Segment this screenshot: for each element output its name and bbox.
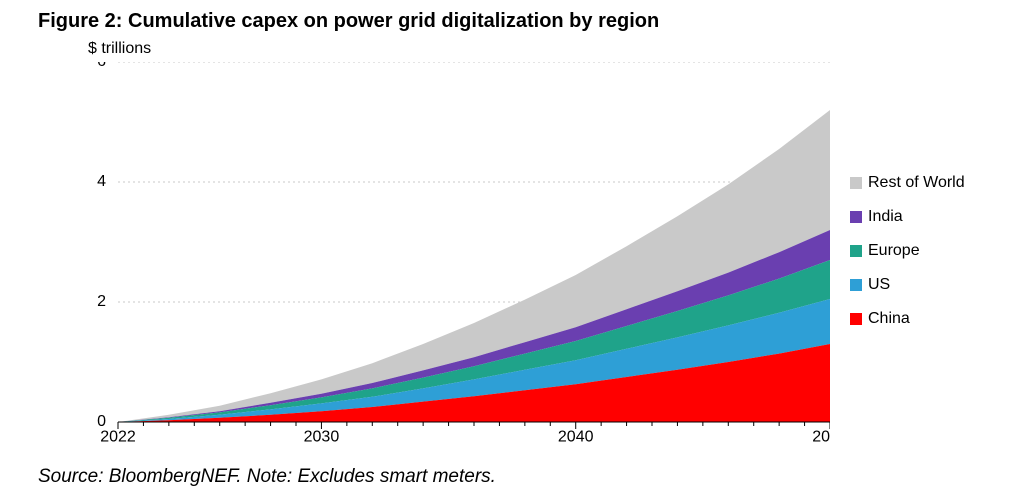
x-tick-label: 2030	[304, 428, 340, 442]
y-axis-unit-label: $ trillions	[88, 40, 151, 58]
legend-label: Rest of World	[868, 175, 965, 191]
chart-area: 2022 2030 2040 2050 0 2 4 6	[70, 62, 830, 442]
legend-item: China	[850, 311, 965, 327]
x-tick-label: 2022	[100, 428, 136, 442]
x-tick-label: 2050	[812, 428, 830, 442]
stacked-area-chart: 2022 2030 2040 2050 0 2 4 6	[70, 62, 830, 442]
y-tick-label: 0	[97, 413, 106, 430]
figure-container: Figure 2: Cumulative capex on power grid…	[0, 0, 1024, 503]
figure-title: Figure 2: Cumulative capex on power grid…	[38, 10, 659, 33]
legend-item: Europe	[850, 243, 965, 259]
y-tick-label: 2	[97, 293, 106, 310]
legend-item: India	[850, 209, 965, 225]
legend-swatch	[850, 245, 862, 257]
legend-label: US	[868, 277, 890, 293]
legend-label: Europe	[868, 243, 920, 259]
y-tick-label: 4	[97, 173, 106, 190]
x-tick-label: 2040	[558, 428, 594, 442]
legend-swatch	[850, 211, 862, 223]
legend-label: China	[868, 311, 910, 327]
legend-swatch	[850, 177, 862, 189]
source-note: Source: BloombergNEF. Note: Excludes sma…	[38, 466, 496, 488]
legend: Rest of World India Europe US China	[850, 175, 965, 345]
legend-label: India	[868, 209, 903, 225]
y-tick-label: 6	[97, 62, 106, 70]
legend-swatch	[850, 279, 862, 291]
legend-swatch	[850, 313, 862, 325]
legend-item: Rest of World	[850, 175, 965, 191]
legend-item: US	[850, 277, 965, 293]
